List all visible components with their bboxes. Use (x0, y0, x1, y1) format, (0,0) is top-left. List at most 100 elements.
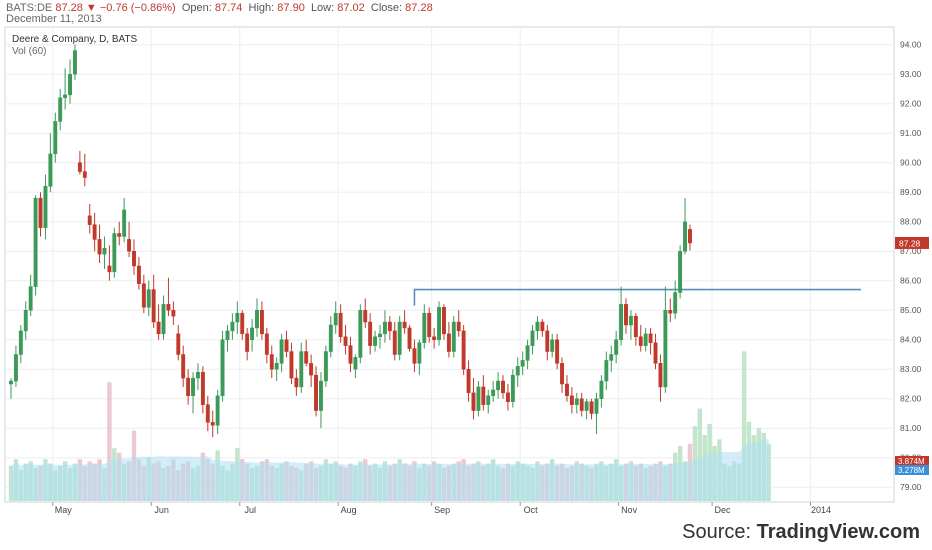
volume-indicator-label: Vol (60) (12, 46, 47, 57)
high-label: High: (248, 2, 275, 14)
candle-body (225, 330, 230, 340)
candle-body (294, 377, 299, 388)
candle-body (82, 171, 87, 178)
candle-body (13, 354, 18, 382)
volume-bar (741, 351, 747, 501)
candle-body (382, 321, 387, 335)
candle-body (658, 363, 663, 388)
candle-body (141, 283, 146, 308)
date-label: December 11, 2013 (6, 13, 102, 25)
candle-body (122, 209, 127, 237)
candle-body (579, 398, 584, 411)
candle-body (240, 312, 245, 335)
candle-body (235, 312, 240, 323)
candle-body (520, 360, 525, 367)
y-tick-label: 83.00 (900, 364, 922, 374)
candle-body (594, 398, 599, 414)
x-tick-label: 2014 (811, 505, 831, 515)
candle-body (614, 339, 619, 355)
candle-body (333, 312, 338, 326)
resistance-line (413, 288, 861, 306)
candle-body (348, 345, 353, 364)
last-price: 87.28 (55, 2, 83, 14)
candle-body (176, 333, 181, 355)
candle-body (422, 312, 427, 343)
candle-body (609, 354, 614, 361)
candle-body (112, 233, 117, 273)
candle-body (171, 309, 176, 317)
candle-body (402, 321, 407, 329)
candle-body (77, 162, 82, 172)
candle-body (68, 73, 72, 96)
candle-body (373, 336, 378, 346)
candle-body (255, 309, 259, 329)
candle-body (550, 339, 555, 352)
y-tick-label: 93.00 (900, 69, 922, 79)
volume-tag (895, 465, 929, 475)
candle-body (368, 321, 373, 346)
candle-body (215, 395, 220, 426)
x-tick-label: Jul (244, 505, 256, 515)
candle-body (619, 304, 624, 340)
last-price-tag (895, 236, 929, 249)
candle-body (107, 265, 112, 273)
candle-body (560, 363, 564, 385)
symbol-label: BATS:DE (6, 2, 53, 14)
candle-body (505, 392, 510, 402)
candle-body (540, 321, 545, 332)
candle-body (456, 321, 461, 332)
y-tick-label: 79.00 (900, 482, 922, 492)
candle-body (274, 363, 279, 370)
last-price-tag-label: 87.28 (899, 238, 921, 248)
candle-body (259, 309, 264, 335)
candle-body (471, 392, 476, 411)
candle-body (633, 315, 638, 338)
candle-body (417, 342, 422, 364)
close-value: 87.28 (405, 2, 433, 14)
candle-body (58, 97, 63, 122)
candle-body (442, 307, 446, 335)
candle-body (427, 312, 432, 338)
candle-body (289, 351, 294, 379)
y-tick-label: 84.00 (900, 335, 922, 345)
candle-body (33, 197, 38, 287)
candle-body (250, 327, 255, 340)
candle-body (569, 395, 574, 405)
candle-body (28, 286, 33, 311)
candle-body (491, 389, 496, 397)
candle-body (151, 289, 156, 323)
candle-body (132, 250, 136, 267)
candle-body (363, 309, 368, 323)
candle-body (535, 321, 540, 332)
candle-body (191, 377, 195, 397)
candle-body (525, 345, 530, 361)
candle-body (599, 380, 604, 399)
candle-body (264, 333, 269, 355)
candle-body (102, 248, 107, 255)
candle-body (43, 186, 48, 228)
volume-average-area (11, 438, 769, 501)
candle-body (555, 339, 560, 364)
candle-body (38, 197, 43, 228)
candle-body (678, 250, 683, 293)
candle-body (299, 351, 304, 388)
candle-body (466, 368, 471, 394)
candle-body (476, 386, 481, 411)
candle-body (628, 315, 633, 326)
source-brand: TradingView.com (756, 521, 920, 543)
candle-body (48, 153, 53, 187)
candle-body (673, 292, 678, 314)
candle-body (245, 333, 250, 352)
x-tick-label: Dec (715, 505, 732, 515)
y-tick-label: 85.00 (900, 305, 922, 315)
price-change: −0.76 (−0.86%) (99, 2, 176, 14)
y-tick-label: 94.00 (900, 40, 922, 50)
candle-body (343, 336, 348, 346)
candle-body (496, 380, 501, 391)
source-credit: Source: TradingView.com (682, 521, 920, 544)
candle-body (323, 351, 328, 382)
x-tick-label: Sep (434, 505, 450, 515)
candle-body (501, 380, 505, 394)
down-triangle-icon: ▼ (85, 2, 97, 14)
